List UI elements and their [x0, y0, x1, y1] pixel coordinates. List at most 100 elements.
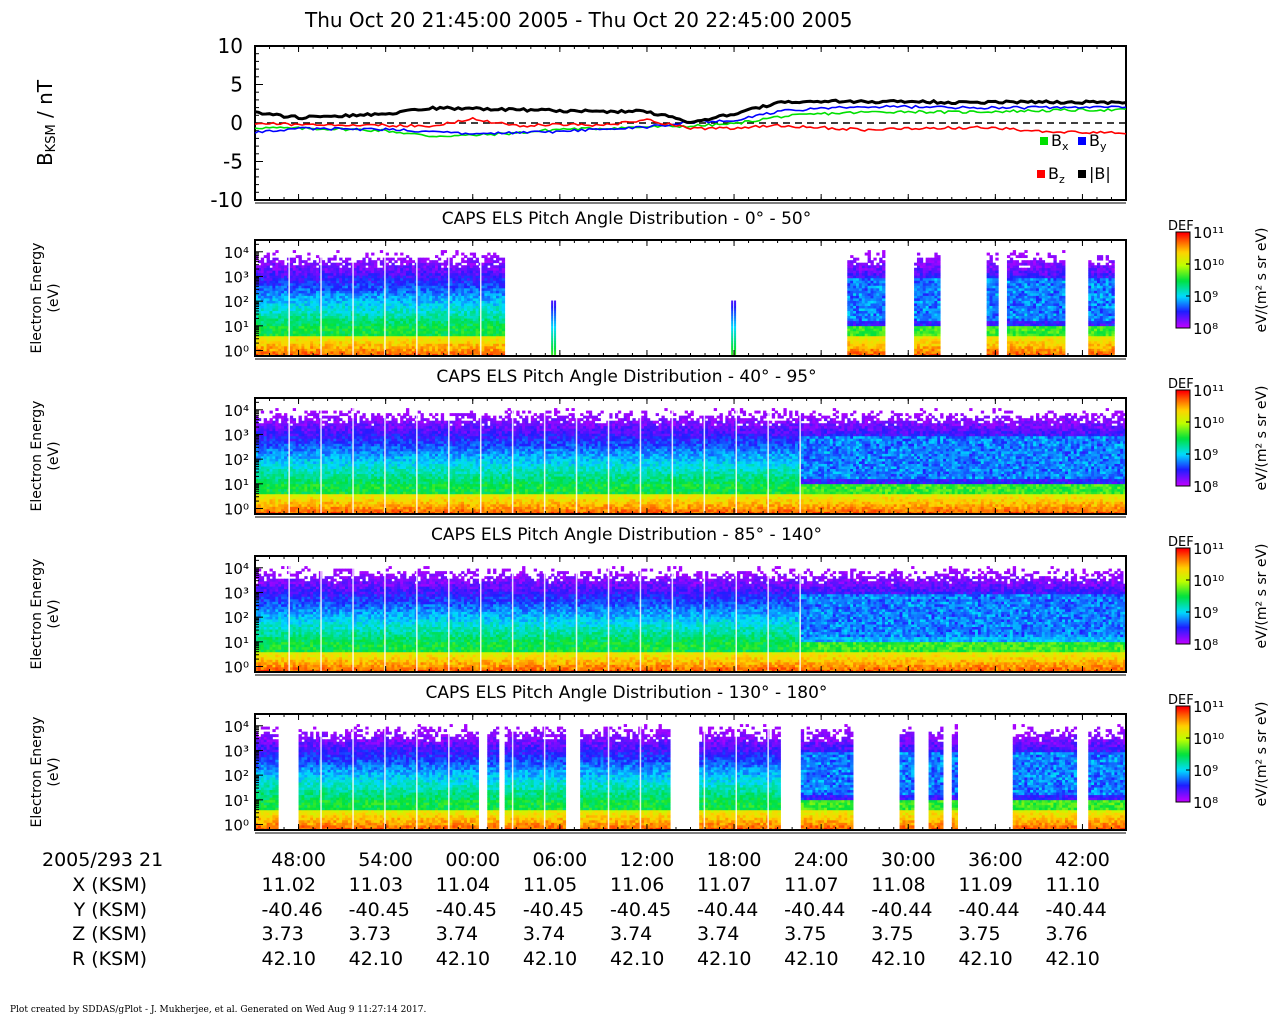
footer-credit: Plot created by SDDAS/gPlot - J. Mukherj… — [10, 1005, 426, 1015]
ephemeris-value: 11.10 — [1045, 874, 1099, 896]
pad-panel-1-ytick-label: 10⁴ — [224, 244, 249, 262]
pad-panel-3-colorbar — [1176, 548, 1190, 645]
ephemeris-value: 3.75 — [784, 923, 826, 945]
pad-panel-1-ylabel-line: Electron Energy — [29, 223, 46, 373]
pad-panel-4-colorbar-unit: eV/(m² s sr eV) — [1253, 679, 1271, 829]
pad-panel-3-ytick-label: 10⁴ — [224, 560, 249, 578]
pad-panel-1-ytick-label: 10³ — [224, 268, 249, 286]
pad-panel-3-ylabel-line: (eV) — [46, 539, 63, 689]
ephemeris-value: 3.73 — [349, 923, 391, 945]
pad-panel-1-colorbar-tick-label: 10⁸ — [1193, 320, 1218, 338]
pad-panel-4-ytick-label: 10⁰ — [224, 817, 249, 835]
pad-panel-4-colorbar-tick-label: 10¹¹ — [1193, 698, 1224, 716]
pad-panel-1-colorbar-tick-label: 10¹¹ — [1193, 224, 1224, 242]
ephemeris-value: 11.02 — [262, 874, 316, 896]
time-tick-label: 48:00 — [269, 849, 329, 871]
legend-label-magBmag: |B| — [1089, 164, 1111, 183]
bfield-ytick-label: 0 — [230, 111, 243, 135]
time-axis-start-label: 2005/293 21 — [42, 849, 163, 871]
ephemeris-value: 3.74 — [436, 923, 478, 945]
ephemeris-value: -40.44 — [697, 899, 758, 921]
ephemeris-value: 3.73 — [262, 923, 304, 945]
pad-panel-3-ytick-label: 10¹ — [224, 634, 249, 652]
ephemeris-value: 42.10 — [1045, 948, 1099, 970]
pad-panel-1-colorbar-unit: eV/(m² s sr eV) — [1253, 205, 1271, 355]
ephemeris-value: 11.08 — [871, 874, 925, 896]
pad-panel-1-ylabel-line: (eV) — [46, 223, 63, 373]
ephemeris-value: 42.10 — [262, 948, 316, 970]
ephemeris-value: 42.10 — [349, 948, 403, 970]
pad-panel-1-colorbar-label: DEF — [1168, 219, 1194, 234]
pad-panel-3-colorbar-label: DEF — [1168, 535, 1194, 550]
pad-panel-2-ytick-label: 10³ — [224, 426, 249, 444]
pad-panel-2-title: CAPS ELS Pitch Angle Distribution - 40° … — [436, 367, 816, 387]
pad-panel-1-colorbar-tick-label: 10¹⁰ — [1193, 256, 1224, 274]
bfield-ytick-label: -5 — [223, 150, 243, 174]
pad-panel-3-colorbar-tick-label: 10⁹ — [1193, 604, 1218, 622]
pad-panel-1-ytick-label: 10¹ — [224, 318, 249, 336]
ephemeris-value: -40.44 — [958, 899, 1019, 921]
bfield-ytick-label: 5 — [230, 73, 243, 97]
time-tick-label: 54:00 — [356, 849, 416, 871]
pad-panel-3-title: CAPS ELS Pitch Angle Distribution - 85° … — [431, 525, 822, 545]
time-tick-label: 18:00 — [704, 849, 764, 871]
pad-panel-4-colorbar — [1176, 706, 1190, 803]
ephemeris-value: -40.46 — [262, 899, 323, 921]
pad-panel-4-ytick-label: 10⁴ — [224, 718, 249, 736]
ephemeris-value: 11.05 — [523, 874, 577, 896]
pad-panel-2-colorbar-unit: eV/(m² s sr eV) — [1253, 363, 1271, 513]
pad-panel-2-ytick-label: 10¹ — [224, 476, 249, 494]
ephemeris-row-label: Z (KSM) — [65, 923, 147, 945]
pad-panel-4-colorbar-tick-label: 10⁸ — [1193, 794, 1218, 812]
pad-panel-4-ylabel-line: (eV) — [46, 697, 63, 847]
time-tick-label: 12:00 — [617, 849, 677, 871]
pad-panel-2-ytick-label: 10² — [224, 451, 249, 469]
time-tick-label: 42:00 — [1052, 849, 1112, 871]
ephemeris-value: -40.45 — [436, 899, 497, 921]
pad-panel-1-ytick-label: 10² — [224, 293, 249, 311]
pad-panel-2-colorbar — [1176, 390, 1190, 487]
pad-panel-4-ytick-label: 10² — [224, 767, 249, 785]
pad-panel-4-colorbar-label: DEF — [1168, 693, 1194, 708]
pad-panel-4-ytick-label: 10¹ — [224, 792, 249, 810]
pad-panel-2-colorbar-tick-label: 10⁸ — [1193, 478, 1218, 496]
pad-panel-1-cells — [255, 240, 1115, 356]
pad-panel-2-cells — [255, 398, 1126, 514]
ephemeris-value: 3.75 — [958, 923, 1000, 945]
pad-panel-3-ylabel: Electron Energy (eV) — [29, 539, 63, 689]
ephemeris-value: 42.10 — [610, 948, 664, 970]
pad-panel-3-ytick-label: 10⁰ — [224, 659, 249, 677]
ephemeris-value: 11.09 — [958, 874, 1012, 896]
ephemeris-value: 11.06 — [610, 874, 664, 896]
ephemeris-value: 42.10 — [958, 948, 1012, 970]
pad-panel-2-colorbar-tick-label: 10⁹ — [1193, 446, 1218, 464]
pad-panel-3-colorbar-tick-label: 10¹⁰ — [1193, 572, 1224, 590]
ephemeris-value: -40.45 — [349, 899, 410, 921]
pad-panel-4-ylabel: Electron Energy (eV) — [29, 697, 63, 847]
pad-panel-4-ytick-label: 10³ — [224, 742, 249, 760]
pad-panel-4-title: CAPS ELS Pitch Angle Distribution - 130°… — [426, 683, 828, 703]
ephemeris-value: 3.74 — [697, 923, 739, 945]
bfield-ytick-label: -10 — [210, 188, 243, 212]
plot-page: Thu Oct 20 21:45:00 2005 - Thu Oct 20 22… — [0, 0, 1280, 1024]
ephemeris-value: 42.10 — [523, 948, 577, 970]
time-tick-label: 24:00 — [791, 849, 851, 871]
legend-swatch-By — [1078, 137, 1086, 145]
ephemeris-value: 11.04 — [436, 874, 490, 896]
ephemeris-value: 42.10 — [871, 948, 925, 970]
legend-swatch-magBmag — [1078, 170, 1086, 178]
pad-panel-4-cells — [255, 714, 1126, 830]
pad-panel-3-colorbar-tick-label: 10⁸ — [1193, 636, 1218, 654]
ephemeris-value: -40.45 — [523, 899, 584, 921]
pad-panel-1-title: CAPS ELS Pitch Angle Distribution - 0° -… — [442, 209, 811, 229]
ephemeris-value: -40.45 — [610, 899, 671, 921]
pad-panel-1-colorbar-tick-label: 10⁹ — [1193, 288, 1218, 306]
ephemeris-value: 42.10 — [784, 948, 838, 970]
ephemeris-value: 11.03 — [349, 874, 403, 896]
pad-panel-3-colorbar-tick-label: 10¹¹ — [1193, 540, 1224, 558]
ephemeris-value: 42.10 — [697, 948, 751, 970]
pad-panel-2-colorbar-label: DEF — [1168, 377, 1194, 392]
time-tick-label: 00:00 — [443, 849, 503, 871]
pad-panel-3-ytick-label: 10³ — [224, 584, 249, 602]
pad-panel-2-colorbar-tick-label: 10¹¹ — [1193, 382, 1224, 400]
